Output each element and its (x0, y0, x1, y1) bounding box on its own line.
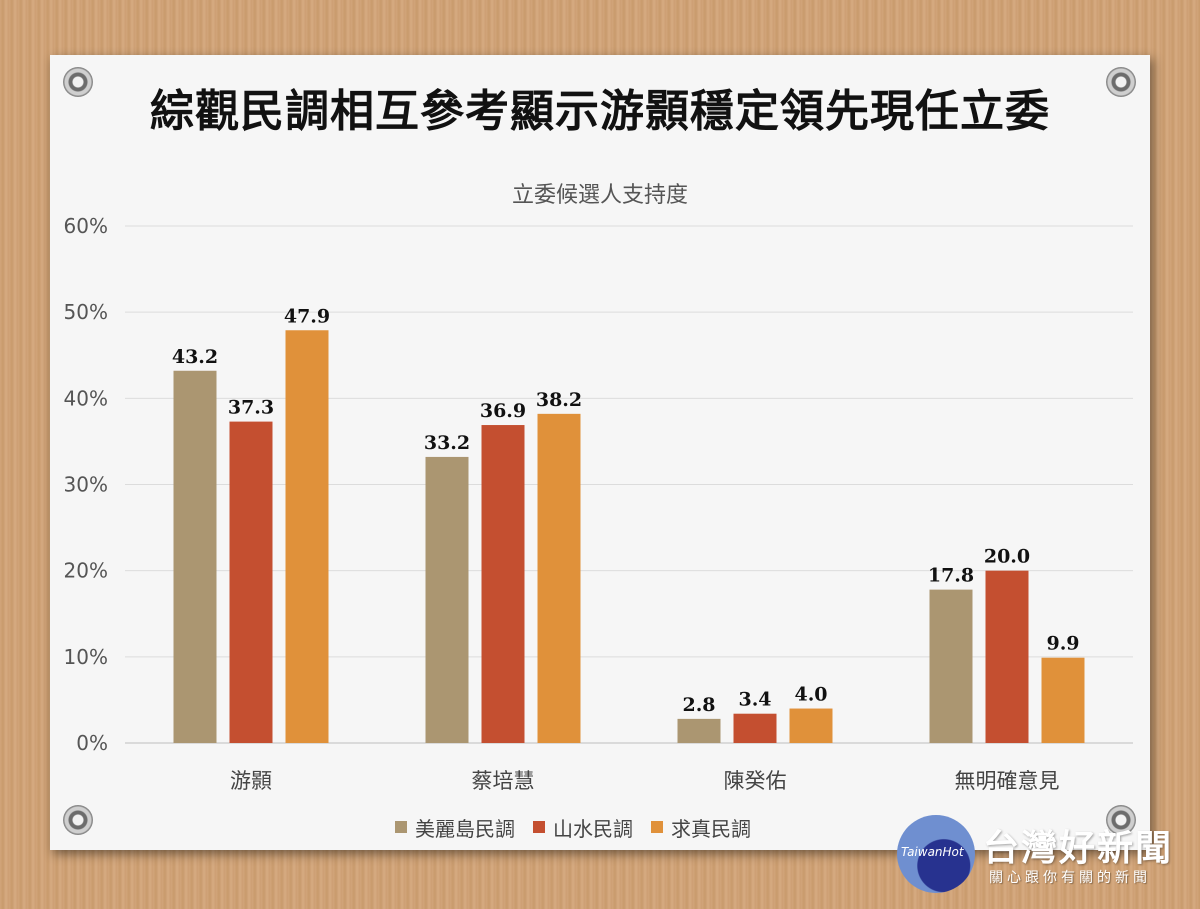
bar (425, 456, 469, 743)
x-tick-label: 無明確意見 (955, 769, 1060, 793)
bar (229, 421, 273, 743)
bar (789, 708, 833, 743)
legend-label-1: 美麗島民調 (415, 816, 515, 841)
page-title: 綜觀民調相互參考顯示游顥穩定領先現任立委 (150, 86, 1050, 137)
legend-swatch-2 (533, 821, 545, 833)
grommet-bottom-right-icon (1106, 805, 1136, 835)
data-label: 43.2 (172, 346, 218, 368)
grommet-top-right-icon (1106, 67, 1136, 97)
data-label: 47.9 (284, 305, 330, 327)
bar (1041, 657, 1085, 743)
y-tick-label: 20% (64, 559, 108, 583)
bar (929, 589, 973, 743)
x-tick-label: 蔡培慧 (472, 769, 535, 793)
globe-logo-icon (897, 815, 975, 893)
bar (481, 425, 525, 743)
logo-brand: 台灣好新聞 (983, 828, 1174, 869)
data-label: 17.8 (928, 565, 974, 587)
legend: 美麗島民調 山水民調 求真民調 (395, 815, 751, 841)
y-tick-label: 50% (64, 300, 108, 324)
chart-board: 綜觀民調相互參考顯示游顥穩定領先現任立委 立委候選人支持度 0% 10% 20% 30… (50, 55, 1150, 850)
logo-globe-text: TaiwanHot (901, 845, 964, 859)
bar (985, 570, 1029, 743)
grommet-top-left-icon (63, 67, 93, 97)
y-tick-label: 40% (64, 386, 108, 410)
data-label: 3.4 (738, 689, 771, 711)
bar (537, 413, 581, 743)
legend-swatch-3 (651, 821, 663, 833)
legend-label-3: 求真民調 (671, 816, 751, 841)
data-label: 20.0 (984, 546, 1030, 568)
data-label: 37.3 (228, 397, 274, 419)
legend-swatch-1 (395, 821, 407, 833)
bar (285, 330, 329, 743)
grommet-bottom-left-icon (63, 805, 93, 835)
bar (677, 718, 721, 743)
y-tick-label: 0% (76, 731, 108, 755)
bar-chart: 0% 10% 20% 30% 40% 50% 60% 43.2 37.3 47.9 游顥 33.2 36… (64, 214, 1133, 793)
data-label: 2.8 (682, 694, 715, 716)
y-tick-label: 60% (64, 214, 108, 238)
chart-title: 立委候選人支持度 (511, 183, 688, 208)
data-label: 36.9 (480, 400, 526, 422)
data-label: 33.2 (424, 432, 470, 454)
data-label: 4.0 (794, 684, 827, 706)
x-tick-label: 游顥 (230, 769, 272, 793)
x-tick-label: 陳癸佑 (724, 769, 787, 793)
y-tick-label: 10% (64, 645, 108, 669)
data-label: 38.2 (536, 389, 582, 411)
bar (173, 370, 217, 743)
data-label: 9.9 (1046, 633, 1079, 655)
taiwanhot-logo: TaiwanHot 台灣好新聞 關心跟你有關的新聞 (897, 815, 1187, 895)
y-tick-label: 30% (64, 473, 108, 497)
legend-label-2: 山水民調 (553, 816, 633, 841)
logo-tagline: 關心跟你有關的新聞 (989, 870, 1151, 886)
bar (733, 713, 777, 743)
